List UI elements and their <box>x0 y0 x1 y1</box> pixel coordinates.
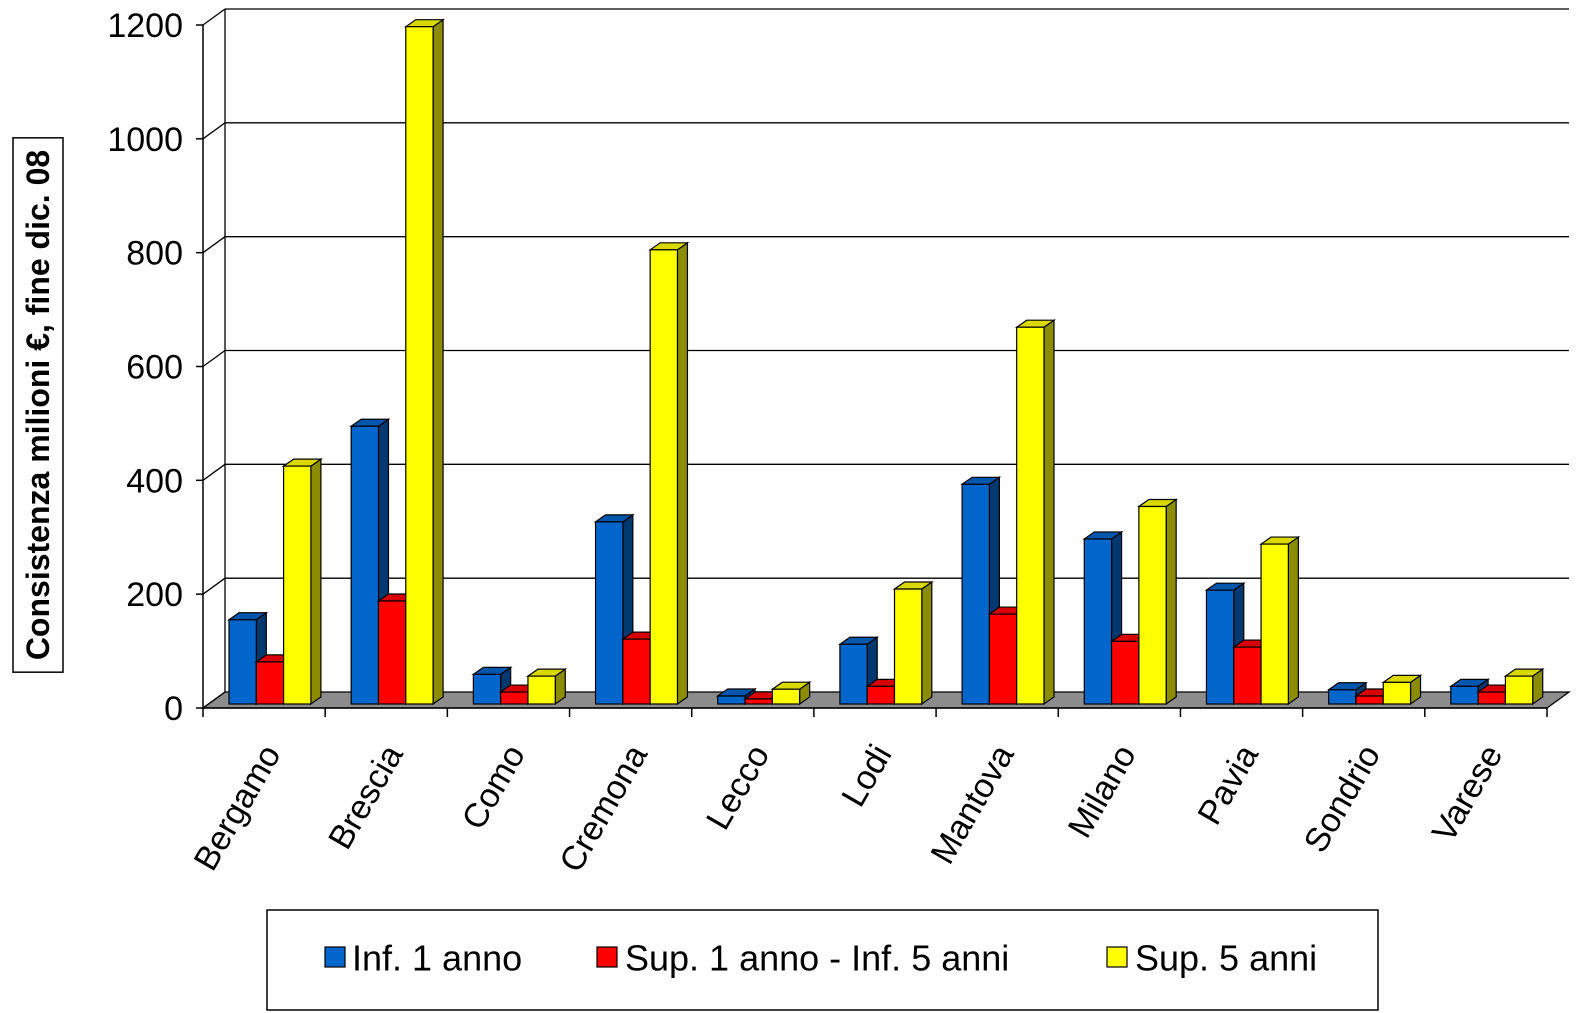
bar <box>1503 667 1545 706</box>
y-axis-title-group: Consistenza milioni €, fine dic. 08 <box>12 137 64 673</box>
bar-front <box>771 688 801 705</box>
bar <box>648 241 690 706</box>
bar-side <box>921 580 933 706</box>
side-gridline <box>202 8 226 26</box>
bar-front <box>1328 689 1357 705</box>
legend-label: Sup. 5 anni <box>1135 938 1317 979</box>
bar <box>281 457 323 706</box>
legend-swatch <box>596 946 618 968</box>
legend-item: Sup. 5 anni <box>1106 938 1317 979</box>
x-tick-label: Mantova <box>924 738 1022 870</box>
bar <box>892 580 934 706</box>
bar-side <box>310 457 322 706</box>
bar-front <box>527 675 556 705</box>
bar-side <box>1287 535 1299 706</box>
y-tick-label: 800 <box>126 235 183 273</box>
bar-front <box>649 249 679 705</box>
bar-front <box>1083 538 1113 705</box>
legend-label: Sup. 1 anno - Inf. 5 anni <box>625 938 1009 979</box>
bar-front <box>622 638 651 705</box>
x-tick-label: Bergamo <box>187 739 289 877</box>
x-tick-label: Milano <box>1061 739 1144 845</box>
legend-item: Inf. 1 anno <box>324 938 522 979</box>
side-gridline <box>202 122 226 140</box>
bar <box>960 476 1002 706</box>
bar <box>1381 674 1423 706</box>
bar-front <box>1382 681 1412 705</box>
y-tick-label: 1200 <box>107 7 183 45</box>
legend: Inf. 1 anno Sup. 1 anno - Inf. 5 anni Su… <box>266 909 1379 1011</box>
bar-front <box>1016 326 1045 705</box>
bar <box>1136 498 1179 706</box>
side-gridline <box>202 691 226 709</box>
bar-side <box>1165 498 1177 706</box>
bar <box>1448 678 1491 706</box>
bar-front <box>228 619 257 705</box>
legend-swatch <box>324 946 346 968</box>
bar <box>1014 319 1056 706</box>
x-tick-label: Lecco <box>699 739 777 837</box>
bar-front <box>350 425 380 705</box>
y-tick-label: 400 <box>126 462 183 500</box>
bar-front <box>961 483 990 705</box>
x-tick-label: Varese <box>1425 739 1511 849</box>
bar-front <box>377 600 407 705</box>
bar <box>770 681 812 706</box>
x-tick-label: Pavia <box>1191 738 1266 831</box>
y-tick-label: 0 <box>164 690 183 728</box>
side-gridline <box>202 349 226 368</box>
bar-front <box>1355 695 1384 705</box>
y-tick-label: 600 <box>126 349 183 387</box>
legend-item: Sup. 1 anno - Inf. 5 anni <box>596 938 1009 979</box>
bar <box>1259 535 1301 706</box>
side-gridline <box>202 236 226 254</box>
bar-front <box>893 588 923 705</box>
bar-front <box>839 643 868 705</box>
x-tick-label: Lodi <box>834 739 899 814</box>
x-tick-label: Brescia <box>321 738 411 855</box>
bar-front <box>717 695 746 705</box>
bar-front <box>1110 640 1140 705</box>
bar-front <box>255 661 285 705</box>
bar-front <box>1205 589 1235 705</box>
y-tick-label: 1000 <box>107 121 183 159</box>
x-tick-label: Sondrio <box>1297 739 1389 860</box>
axes: 0 200 400 600 800 1000 1200 Bergamo Brescia Como C… <box>107 7 1548 879</box>
bar-front <box>744 698 773 705</box>
bar-side <box>676 241 689 706</box>
bar-front <box>1138 505 1167 705</box>
x-tick-label: Cremona <box>552 738 655 878</box>
y-tick-label: 200 <box>126 576 183 614</box>
bar-front <box>866 685 896 705</box>
bar <box>403 18 445 706</box>
side-gridline <box>202 577 226 595</box>
bar-side <box>432 18 444 706</box>
x-tick-label: Como <box>455 739 533 837</box>
side-gridline <box>202 463 226 481</box>
bar-side <box>1043 319 1055 706</box>
bar-front <box>472 673 502 705</box>
bar-front <box>1260 543 1289 705</box>
legend-swatch <box>1106 946 1128 968</box>
bar-front <box>405 26 434 705</box>
bar-front <box>988 613 1018 705</box>
bar-front <box>1450 685 1479 705</box>
bar-front <box>594 521 624 705</box>
bar-front <box>1233 646 1262 705</box>
legend-label: Inf. 1 anno <box>352 938 522 979</box>
y-axis-title: Consistenza milioni €, fine dic. 08 <box>20 150 56 660</box>
bar-front <box>1477 691 1507 705</box>
legend-border <box>266 909 1379 1011</box>
bar-front <box>1504 675 1534 705</box>
y-axis-title-border <box>12 137 64 673</box>
bar-front <box>283 465 312 705</box>
bars <box>227 18 1545 706</box>
bar <box>526 667 568 706</box>
bar-front <box>500 691 529 705</box>
